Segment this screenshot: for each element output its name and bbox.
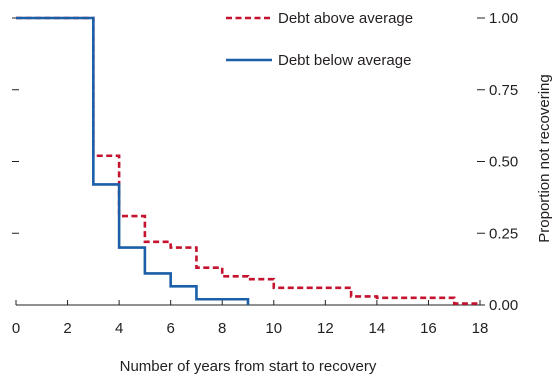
y-tick-label: 1.00	[489, 10, 518, 27]
axes: 0 2 4 6 8 10 12 14 16 180.00 0.25 0.50 0.75 1.00 Numbe…	[12, 10, 553, 375]
y-tick-label: 0.75	[489, 82, 518, 99]
x-tick-label: 2	[63, 320, 71, 337]
series-lines	[16, 16, 480, 305]
x-tick-label: 4	[115, 320, 123, 337]
x-tick-label: 8	[218, 320, 226, 337]
x-tick-label: 14	[369, 320, 386, 337]
legend-label: Debt below average	[278, 52, 411, 69]
y-axis-label: Proportion not recovering	[536, 74, 553, 242]
x-tick-label: 6	[166, 320, 174, 337]
x-tick-label: 0	[12, 320, 20, 337]
y-tick-label: 0.25	[489, 225, 518, 242]
x-tick-label: 16	[420, 320, 437, 337]
y-tick-label: 0.00	[489, 297, 518, 314]
x-tick-label: 10	[265, 320, 282, 337]
series-line-debt-below-average	[16, 16, 250, 305]
legend-label: Debt above average	[278, 10, 413, 27]
legend: Debt above average Debt below average	[226, 10, 413, 69]
x-axis-label: Number of years from start to recovery	[120, 358, 377, 375]
series-line-debt-above-average	[16, 16, 480, 305]
x-tick-label: 12	[317, 320, 334, 337]
y-tick-label: 0.50	[489, 154, 518, 171]
x-tick-label: 18	[472, 320, 489, 337]
